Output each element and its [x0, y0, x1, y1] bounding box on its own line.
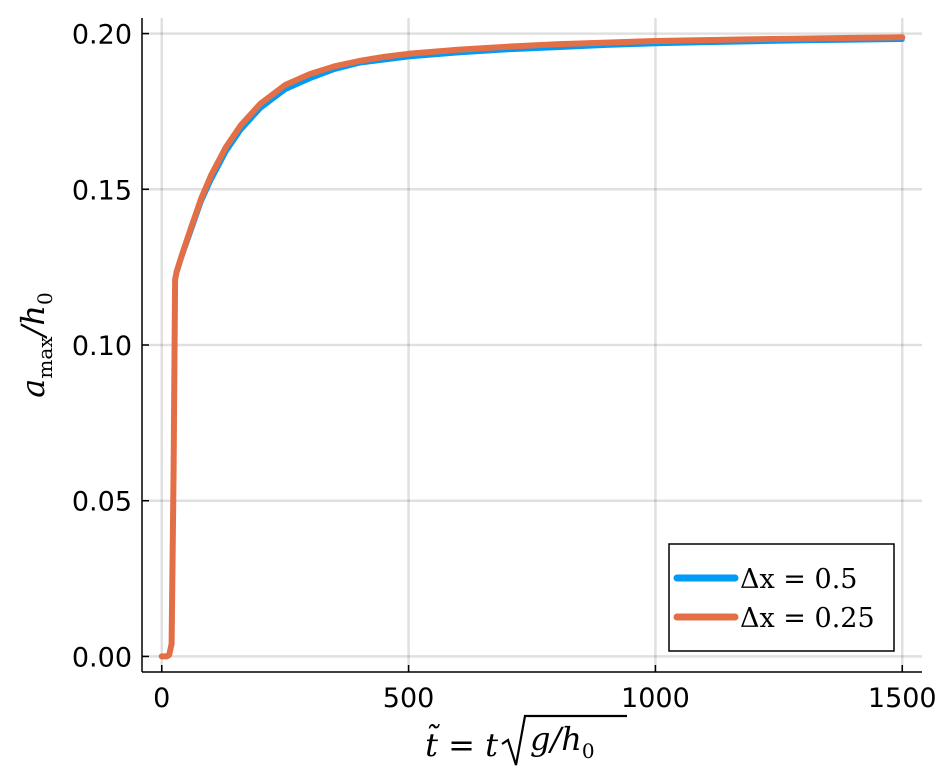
y-tick-label: 0.15 — [72, 175, 132, 206]
x-axis-title-lhs: t̃ = t — [425, 725, 498, 764]
x-tick-label: 1000 — [621, 683, 690, 714]
grid-lines — [142, 18, 922, 672]
x-tick-label: 0 — [153, 683, 170, 714]
x-tick-label: 1500 — [868, 683, 937, 714]
series-lines — [158, 34, 906, 660]
y-axis-title-sub2: 0 — [33, 292, 57, 305]
x-axis-title: t̃ = t g/h0 — [425, 714, 627, 766]
y-axis-title-post: /h — [14, 305, 52, 339]
x-axis-title-radicand-text: g/h — [530, 720, 582, 758]
legend-label-dx-0.5: Δx = 0.5 — [740, 564, 857, 595]
y-tick-label: 0.20 — [72, 20, 132, 51]
y-tick-label: 0.00 — [72, 642, 132, 673]
legend-box — [668, 543, 895, 652]
y-tick-label: 0.10 — [72, 331, 132, 362]
sqrt-sign — [501, 714, 627, 766]
axes-frame — [141, 18, 922, 673]
y-tick-label: 0.05 — [72, 487, 132, 518]
tick-labels: 0 500 1000 1500 0.00 0.05 0.10 0.15 0.20 — [72, 20, 937, 714]
x-axis-title-radicand: g/h0 — [530, 720, 595, 763]
series-line-dx-0.25 — [158, 34, 906, 660]
legend: Δx = 0.5 Δx = 0.25 — [668, 543, 895, 652]
x-tick-label: 500 — [383, 683, 435, 714]
legend-label-dx-0.25: Δx = 0.25 — [740, 603, 875, 634]
y-axis-title-sub: max — [33, 336, 57, 379]
x-axis-title-sub: 0 — [582, 739, 595, 763]
y-axis-title-var: a — [14, 379, 52, 398]
y-axis-title: amax/h0 — [14, 292, 57, 397]
